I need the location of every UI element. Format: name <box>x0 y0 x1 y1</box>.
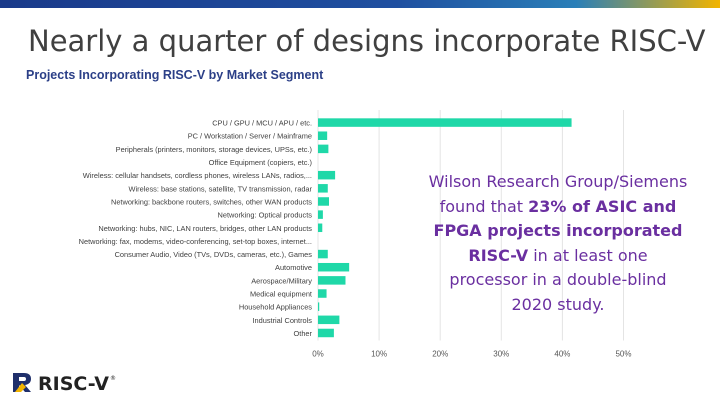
bar <box>318 302 320 311</box>
category-label: Networking: fax, modems, video-conferenc… <box>79 237 312 246</box>
x-tick-label: 50% <box>615 350 631 359</box>
bar <box>318 170 336 180</box>
x-tick-label: 0% <box>312 350 324 359</box>
top-accent-bar <box>0 0 720 8</box>
callout-text: Wilson Research Group/Siemens found that… <box>428 170 688 317</box>
risc-v-logo-icon <box>12 371 34 397</box>
bar <box>318 144 329 154</box>
x-tick-label: 40% <box>554 350 570 359</box>
bar <box>318 131 328 140</box>
category-label: Office Equipment (copiers, etc.) <box>209 158 312 167</box>
category-label: Networking: hubs, NIC, LAN routers, brid… <box>98 224 312 233</box>
category-label: Networking: Optical products <box>218 211 313 220</box>
category-label: Aerospace/Military <box>251 276 312 285</box>
category-label: CPU / GPU / MCU / APU / etc. <box>212 119 312 128</box>
category-label: PC / Workstation / Server / Mainframe <box>188 132 312 141</box>
category-label: Wireless: cellular handsets, cordless ph… <box>83 171 312 180</box>
category-label: Medical equipment <box>250 290 312 299</box>
bar <box>318 262 350 272</box>
x-tick-label: 30% <box>493 350 509 359</box>
bar <box>318 223 323 233</box>
logo-wordmark: RISC-V <box>38 373 109 395</box>
bar <box>318 210 323 219</box>
bar <box>318 315 340 325</box>
category-label: Industrial Controls <box>252 316 312 325</box>
category-label: Consumer Audio, Video (TVs, DVDs, camera… <box>115 250 313 259</box>
callout-intro: Wilson Research Group/Siemens found that <box>428 172 688 216</box>
category-label: Peripherals (printers, monitors, storage… <box>116 145 312 154</box>
x-tick-label: 10% <box>371 350 387 359</box>
bar <box>318 184 328 193</box>
chart-title: Projects Incorporating RISC-V by Market … <box>26 68 324 82</box>
bar <box>318 197 329 206</box>
bar <box>318 249 328 259</box>
bar <box>318 289 327 298</box>
slide-title: Nearly a quarter of designs incorporate … <box>28 24 706 58</box>
category-label: Automotive <box>275 263 312 272</box>
category-label: Household Appliances <box>239 303 312 312</box>
bar <box>318 118 572 127</box>
category-label: Other <box>294 329 313 338</box>
category-label: Networking: backbone routers, switches, … <box>111 197 312 206</box>
category-label: Wireless: base stations, satellite, TV t… <box>129 184 313 193</box>
logo-registered-mark: ® <box>109 374 116 382</box>
bar <box>318 276 346 285</box>
callout-outro: in at least one processor in a double-bl… <box>449 245 667 314</box>
bar <box>318 328 334 338</box>
x-tick-label: 20% <box>432 350 448 359</box>
risc-v-logo: RISC-V ® <box>12 370 116 398</box>
callout-highlight: 23% of ASIC and FPGA projects incorporat… <box>433 196 683 265</box>
